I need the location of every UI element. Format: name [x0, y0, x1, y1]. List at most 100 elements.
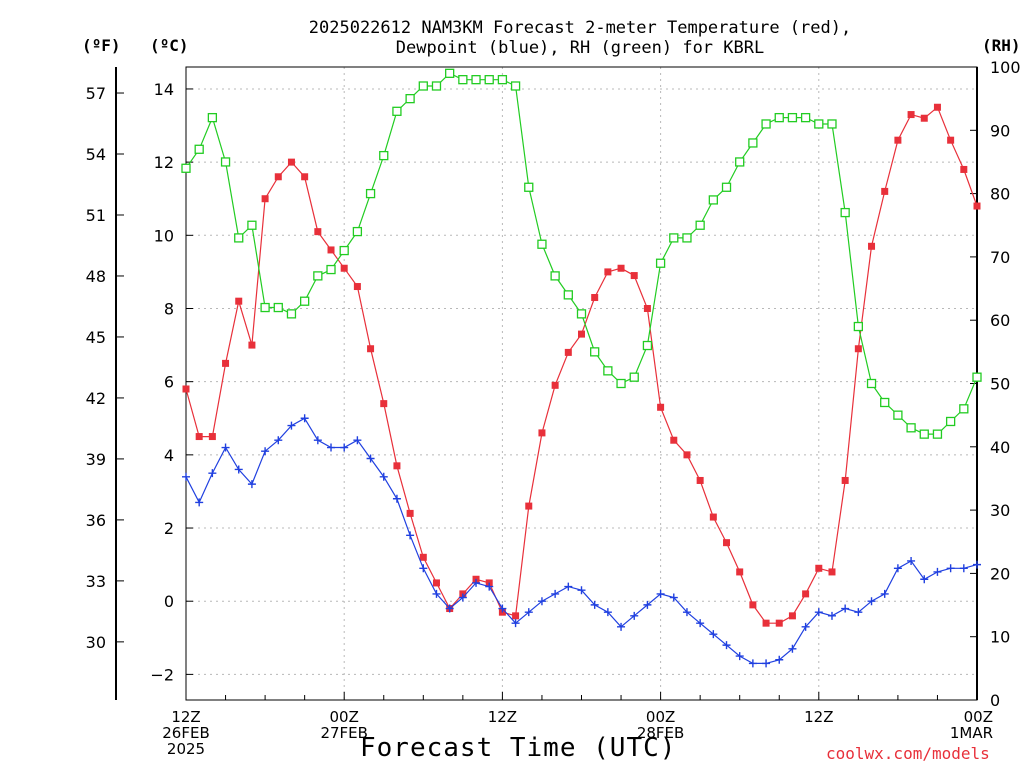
temperature-point	[261, 195, 269, 203]
temperature-point	[182, 385, 190, 393]
fahrenheit-tick-label: 54	[86, 145, 106, 164]
temperature-point	[235, 297, 243, 305]
temperature-point	[670, 436, 678, 444]
temperature-point	[512, 612, 520, 620]
dewpoint-point	[643, 600, 652, 609]
temperature-point	[301, 173, 309, 181]
dewpoint-point	[630, 611, 639, 620]
dewpoint-point	[564, 582, 573, 591]
dewpoint-point	[946, 564, 955, 573]
fahrenheit-tick-label: 48	[86, 267, 106, 286]
temperature-point	[841, 476, 849, 484]
temperature-point	[538, 429, 546, 437]
rh-point	[550, 271, 560, 281]
temperature-point	[920, 114, 928, 122]
dewpoint-point	[182, 472, 190, 481]
dewpoint-point	[313, 436, 322, 445]
temperature-point	[617, 264, 625, 272]
dewpoint-point	[907, 556, 916, 565]
x-tick-label: 12Z	[488, 708, 517, 726]
x-tick-label: 26FEB	[162, 724, 209, 742]
temperature-point	[195, 433, 203, 441]
rh-point	[787, 112, 798, 123]
dewpoint-point	[577, 586, 586, 595]
dewpoint-point	[775, 655, 784, 664]
rh-tick-label: 20	[990, 564, 1010, 583]
celsius-tick-label: 0	[164, 592, 174, 611]
dewpoint-point	[392, 494, 401, 503]
temperature-point	[222, 359, 230, 367]
rh-point	[365, 188, 376, 199]
dewpoint-point	[590, 600, 599, 609]
rh-tick-label: 10	[990, 628, 1010, 647]
rh-point	[945, 416, 956, 427]
temperature-point	[947, 136, 955, 144]
x-tick-label: 1MAR	[950, 724, 993, 742]
rh-point	[471, 75, 481, 85]
fahrenheit-unit-label: (ºF)	[82, 36, 121, 55]
credit-label: coolwx.com/models	[826, 744, 990, 763]
rh-point	[616, 378, 626, 389]
series-dewpoint	[182, 414, 981, 668]
dewpoint-point	[617, 622, 626, 631]
rh-point	[919, 429, 929, 439]
fahrenheit-tick-label: 51	[86, 206, 106, 225]
temperature-point	[314, 228, 322, 236]
rh-point	[497, 75, 508, 85]
dewpoint-point	[682, 608, 691, 617]
temperature-point	[723, 539, 731, 547]
x-tick-label: 00Z	[964, 708, 993, 726]
celsius-tick-label: 4	[164, 446, 174, 465]
rh-point	[286, 309, 297, 319]
temperature-point	[604, 268, 612, 276]
rh-point	[339, 245, 349, 256]
rh-point	[234, 233, 244, 243]
dewpoint-point	[511, 619, 520, 628]
rh-point	[181, 163, 191, 173]
dewpoint-point	[827, 611, 836, 620]
temperature-point	[406, 509, 414, 517]
series-line-rh	[185, 72, 978, 435]
dewpoint-point	[247, 480, 256, 489]
dewpoint-point	[656, 589, 665, 598]
dewpoint-point	[801, 622, 810, 631]
temperature-point	[432, 579, 440, 587]
temperature-point	[881, 187, 889, 195]
dewpoint-point	[603, 608, 612, 617]
fahrenheit-tick-label: 39	[86, 450, 106, 469]
rh-point	[774, 112, 784, 123]
rh-point	[972, 372, 982, 382]
series-line-temperature	[185, 106, 978, 624]
rh-point	[431, 81, 442, 91]
dewpoint-point	[880, 589, 889, 598]
celsius-axis: −2 0 2 4 6 8 10 12 14	[150, 80, 193, 684]
dewpoint-point	[366, 454, 375, 463]
temperature-point	[736, 568, 744, 576]
dewpoint-point	[195, 498, 204, 507]
temperature-point	[788, 612, 796, 620]
rh-point	[326, 264, 336, 275]
rh-point	[695, 220, 705, 230]
fahrenheit-tick-label: 33	[86, 572, 106, 591]
celsius-tick-label: −2	[150, 665, 174, 684]
dewpoint-point	[274, 436, 283, 445]
dewpoint-point	[973, 560, 981, 569]
x-tick-label: 12Z	[804, 708, 833, 726]
rh-point	[445, 68, 455, 78]
rh-tick-label: 100	[990, 58, 1021, 77]
rh-point	[537, 239, 547, 249]
x-tick-label: 00Z	[646, 708, 675, 726]
dewpoint-point	[788, 644, 797, 653]
dewpoint-point	[419, 564, 428, 573]
temperature-point	[327, 246, 335, 254]
rh-point	[524, 182, 534, 192]
temperature-point	[287, 158, 295, 166]
rh-point	[379, 150, 389, 161]
rh-point	[827, 119, 837, 129]
temperature-point	[551, 381, 559, 389]
dewpoint-point	[696, 619, 705, 628]
temperature-point	[630, 272, 638, 280]
dewpoint-point	[445, 604, 454, 613]
chart-title-line2: Dewpoint (blue), RH (green) for KBRL	[395, 38, 765, 58]
